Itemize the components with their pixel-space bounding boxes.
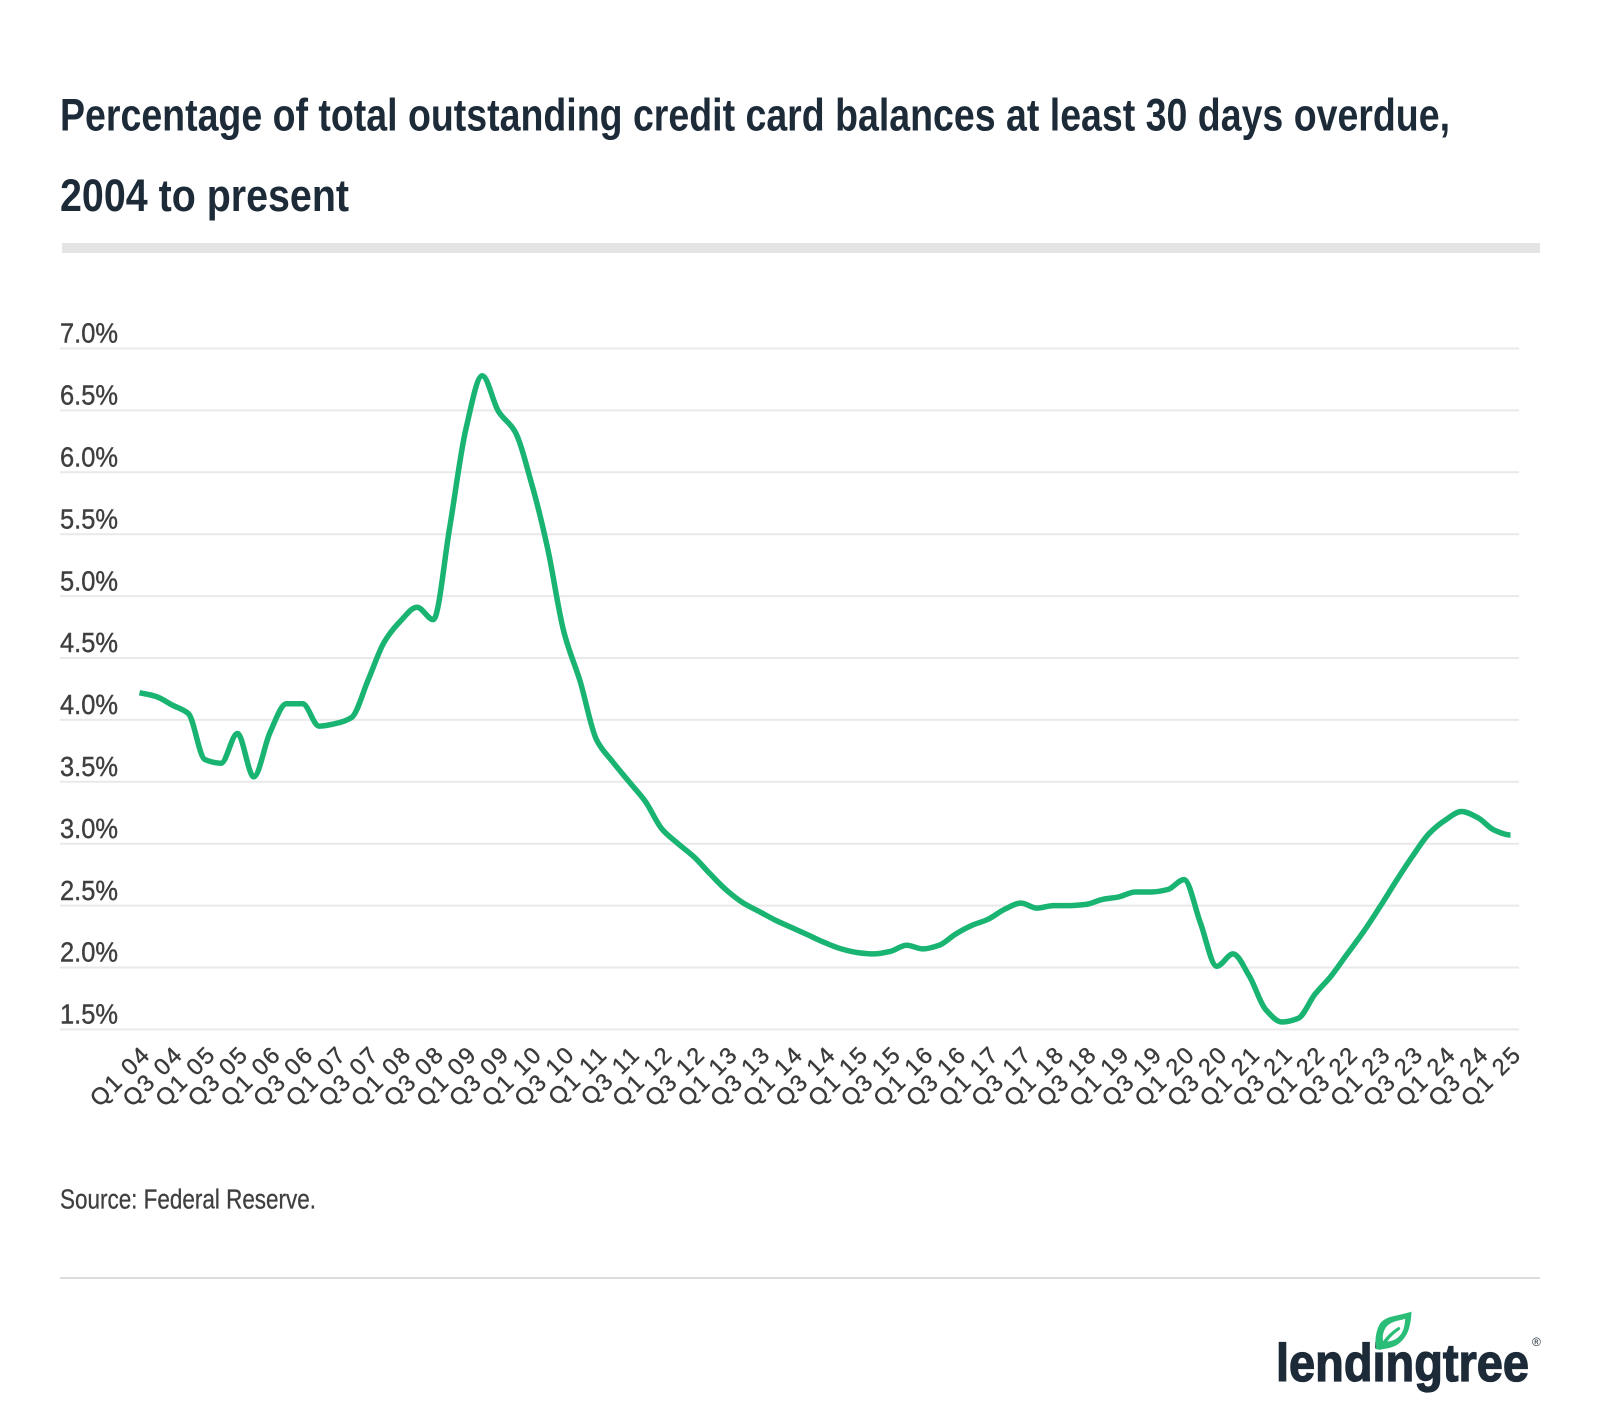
svg-text:4.5%: 4.5% <box>60 627 118 658</box>
svg-text:1.5%: 1.5% <box>60 999 118 1030</box>
svg-text:5.0%: 5.0% <box>60 565 118 596</box>
svg-text:3.5%: 3.5% <box>60 751 118 782</box>
svg-text:4.0%: 4.0% <box>60 689 118 720</box>
svg-text:2.5%: 2.5% <box>60 875 118 906</box>
svg-text:2004 to present: 2004 to present <box>60 170 349 221</box>
svg-text:Percentage of total outstandin: Percentage of total outstanding credit c… <box>60 90 1450 141</box>
svg-text:2.0%: 2.0% <box>60 937 118 968</box>
svg-text:6.5%: 6.5% <box>60 380 118 411</box>
svg-text:5.5%: 5.5% <box>60 503 118 534</box>
svg-text:®: ® <box>1532 1335 1541 1349</box>
svg-text:3.0%: 3.0% <box>60 813 118 844</box>
svg-text:6.0%: 6.0% <box>60 442 118 473</box>
svg-text:7.0%: 7.0% <box>60 318 118 349</box>
svg-text:lendingtree: lendingtree <box>1276 1334 1529 1393</box>
svg-text:Source: Federal Reserve.: Source: Federal Reserve. <box>60 1184 316 1215</box>
